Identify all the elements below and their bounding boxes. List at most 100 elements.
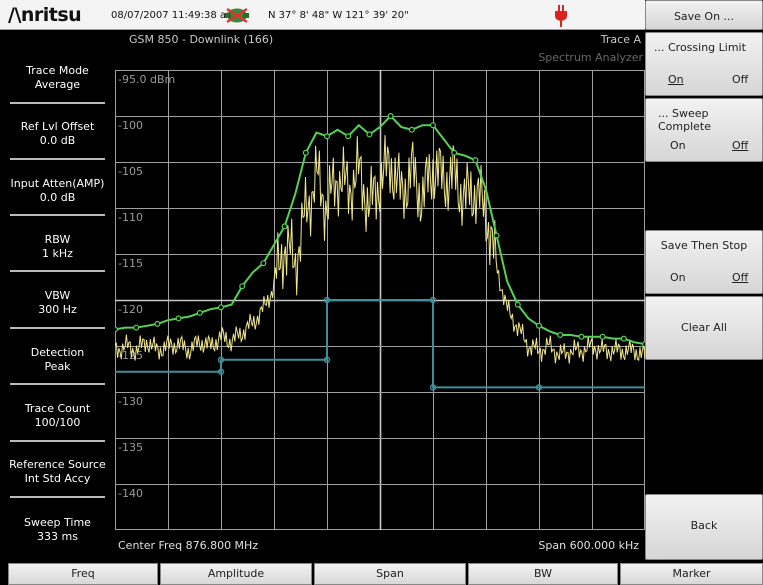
limit-line-point — [323, 296, 331, 304]
trace-point — [239, 283, 246, 290]
menu-span[interactable]: Span — [314, 563, 466, 585]
trace-point — [345, 133, 352, 140]
trace-indicator: Trace A — [600, 33, 641, 46]
param-value: 1 kHz — [42, 247, 73, 260]
clear-all-button[interactable]: Clear All — [645, 296, 763, 360]
power-plug-icon — [555, 5, 567, 27]
separator — [10, 440, 105, 442]
plot-grid — [115, 70, 645, 530]
app-name: Spectrum Analyzer — [538, 51, 643, 64]
trace-point — [196, 309, 203, 316]
crossing-limit-label: ... Crossing Limit — [654, 41, 746, 54]
param-label: Trace Mode — [26, 64, 89, 77]
traces — [115, 112, 645, 391]
status-bar: /\nritsu 08/07/2007 11:49:38 am N 37° 8'… — [0, 0, 645, 30]
param-label: RBW — [44, 233, 71, 246]
limit-line-point — [323, 356, 331, 364]
spectrum-plot[interactable]: -95.0 dBm -100 -105 -110 -115 -120 -125 -130 -13… — [115, 70, 645, 530]
trace-point — [115, 326, 118, 333]
param-reference-source: Reference Source Int Std Accy — [0, 458, 115, 486]
frequency-footer: Center Freq 876.800 MHz Span 600.000 kHz — [115, 530, 645, 561]
param-value: Int Std Accy — [24, 472, 91, 485]
trace-point — [154, 320, 161, 327]
param-label: VBW — [44, 289, 71, 302]
param-sweep-time: Sweep Time 333 ms — [0, 516, 115, 544]
param-value: Peak — [44, 360, 71, 373]
datetime: 08/07/2007 11:49:38 am — [111, 10, 236, 21]
trace-point — [133, 324, 140, 331]
param-label: Sweep Time — [24, 516, 91, 529]
back-button[interactable]: Back — [645, 494, 763, 560]
trace-point — [493, 232, 500, 239]
limit-line — [115, 299, 645, 389]
separator — [10, 327, 105, 329]
sweep-complete-label: ... Sweep Complete — [658, 107, 712, 133]
crossing-limit-off[interactable]: Off — [732, 73, 749, 86]
gps-satellite-icon — [225, 7, 249, 24]
menu-marker[interactable]: Marker — [620, 563, 763, 585]
trace-header: GSM 850 - Downlink (166) Trace A Spectru… — [115, 30, 645, 70]
trace-point — [514, 301, 521, 308]
trace-max-hold — [115, 114, 645, 346]
anritsu-logo: /\nritsu — [8, 4, 82, 26]
bottom-menu: Freq Amplitude Span BW Marker — [0, 561, 763, 585]
trace-point — [620, 335, 627, 342]
y-tick-label: -110 — [118, 211, 143, 224]
trace-point — [260, 260, 267, 267]
trace-point — [366, 131, 373, 138]
param-value: 100/100 — [34, 416, 81, 429]
save-then-stop-label: Save Then Stop — [660, 239, 748, 252]
separator — [10, 496, 105, 498]
center-frequency: Center Freq 876.800 MHz — [118, 539, 259, 552]
limit-line-point — [535, 384, 543, 391]
trace-point — [175, 315, 182, 322]
sweep-complete-on[interactable]: On — [670, 139, 686, 152]
softkey-panel: Save On ... ... Crossing Limit On Off ..… — [645, 0, 763, 561]
separator — [10, 214, 105, 216]
trace-point — [430, 122, 437, 129]
menu-bw[interactable]: BW — [468, 563, 618, 585]
limit-line-point — [429, 384, 437, 391]
param-label: Trace Count — [24, 402, 91, 415]
y-tick-label: -140 — [118, 487, 143, 500]
param-input-atten: Input Atten(AMP) 0.0 dB — [0, 177, 115, 205]
y-tick-label: -115 — [118, 257, 143, 270]
param-label: Input Atten(AMP) — [10, 177, 105, 190]
y-tick-label: -95.0 dBm — [118, 73, 175, 86]
crossing-limit-on[interactable]: On — [668, 73, 684, 86]
save-then-stop-off[interactable]: Off — [732, 271, 749, 284]
trace-point — [408, 126, 415, 133]
param-label: Ref Lvl Offset — [20, 120, 95, 133]
param-label: Reference Source — [9, 458, 106, 471]
save-then-stop-on[interactable]: On — [670, 271, 686, 284]
crossing-limit-button[interactable]: ... Crossing Limit On Off — [645, 32, 763, 96]
save-then-stop-button[interactable]: Save Then Stop On Off — [645, 230, 763, 294]
y-tick-label: -105 — [118, 165, 143, 178]
save-on-title: Save On ... — [645, 0, 763, 30]
param-value: 300 Hz — [38, 303, 77, 316]
param-value: 0.0 dB — [39, 191, 76, 204]
back-arrow-icon: <-- — [645, 549, 661, 560]
trace-point — [578, 333, 585, 340]
param-vbw: VBW 300 Hz — [0, 289, 115, 317]
y-tick-label: -135 — [118, 441, 143, 454]
clear-all-label: Clear All — [681, 321, 727, 334]
span-value: Span 600.000 kHz — [538, 539, 639, 552]
separator — [10, 102, 105, 104]
parameter-sidebar: Trace Mode Average Ref Lvl Offset 0.0 dB I… — [0, 30, 115, 561]
menu-amplitude[interactable]: Amplitude — [160, 563, 312, 585]
y-tick-label: -120 — [118, 303, 143, 316]
trace-point — [451, 149, 458, 156]
trace-point — [536, 322, 543, 329]
y-tick-label: -100 — [118, 119, 143, 132]
trace-point — [472, 157, 479, 164]
param-trace-mode: Trace Mode Average — [0, 64, 115, 92]
separator — [10, 158, 105, 160]
trace-point — [302, 149, 309, 156]
y-tick-label: -125 — [118, 349, 143, 362]
trace-point — [387, 112, 394, 119]
menu-freq[interactable]: Freq — [8, 563, 158, 585]
sweep-complete-button[interactable]: ... Sweep Complete On Off — [645, 98, 763, 162]
separator — [10, 270, 105, 272]
sweep-complete-off[interactable]: Off — [732, 139, 749, 152]
